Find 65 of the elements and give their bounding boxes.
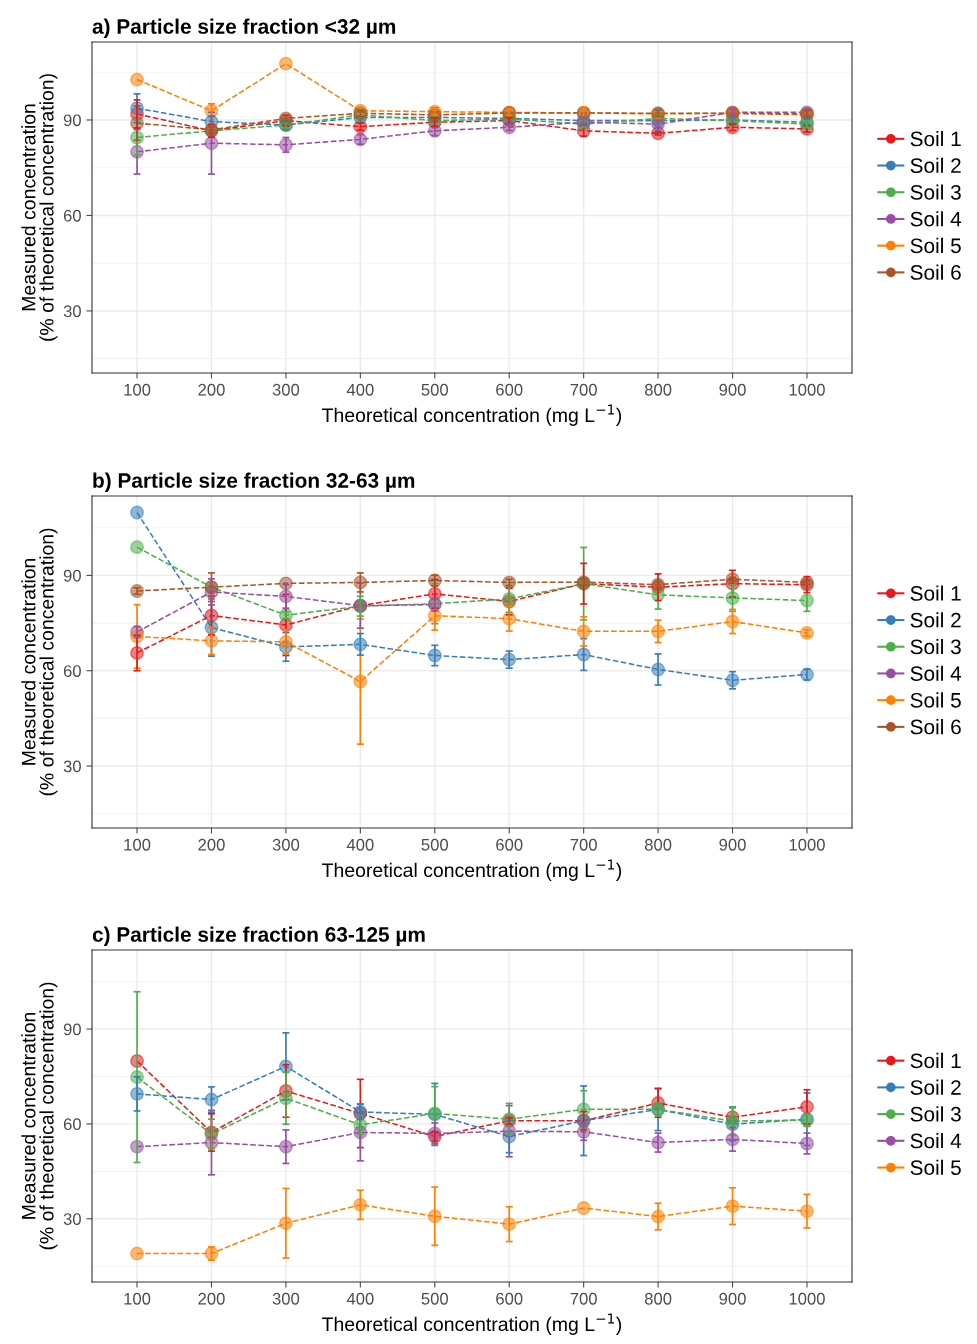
- legend-label: Soil 5: [910, 237, 961, 254]
- y-tick-label: 30: [63, 1213, 81, 1225]
- y-tick-label: 90: [63, 569, 81, 582]
- x-tick-label: 600: [496, 838, 523, 851]
- chart-title: a) Particle size fraction <32 µm: [92, 18, 396, 38]
- legend-label: Soil 2: [910, 1079, 961, 1095]
- legend-label: Soil 4: [910, 211, 962, 227]
- x-tick-label: 700: [570, 838, 597, 851]
- y-tick-label: 90: [63, 1023, 81, 1036]
- legend-label: Soil 5: [910, 692, 961, 708]
- x-tick-label: 500: [421, 838, 449, 851]
- x-tick-label: 500: [421, 1292, 449, 1305]
- x-tick-label: 600: [496, 1292, 523, 1305]
- y-tick-label: 60: [63, 1118, 81, 1131]
- x-tick-label: 400: [346, 383, 374, 396]
- y-tick-label: 30: [63, 305, 81, 318]
- legend-label: Soil 3: [910, 184, 961, 200]
- x-axis-title: Theoretical concentration (mg L$^{−1}$): [322, 1313, 622, 1335]
- x-tick-label: 800: [644, 1292, 672, 1305]
- x-tick-label: 700: [570, 1292, 597, 1305]
- x-tick-label: 300: [272, 1292, 300, 1305]
- y-axis-title: Measured concentration (% of theoretical concentration): [21, 74, 58, 341]
- x-tick-label: 500: [421, 383, 449, 396]
- x-tick-label: 400: [346, 838, 374, 851]
- x-tick-label: 900: [719, 838, 746, 851]
- legend-label: Soil 5: [910, 1159, 961, 1176]
- x-tick-label: 900: [719, 383, 746, 396]
- legend-label: Soil 1: [910, 1052, 961, 1069]
- y-axis-title: Measured concentration (% of theoretical concentration): [21, 982, 58, 1250]
- x-tick-label: 200: [198, 838, 225, 851]
- x-tick-label: 800: [644, 838, 672, 851]
- y-axis-title: Measured concentration (% of theoretical concentration): [21, 528, 58, 796]
- x-tick-label: 800: [644, 383, 672, 396]
- legend-label: Soil 6: [910, 264, 961, 280]
- x-tick-label: 700: [570, 383, 597, 396]
- x-tick-label: 1000: [789, 383, 825, 396]
- x-tick-label: 300: [272, 838, 300, 851]
- chart-title: c) Particle size fraction 63-125 µm: [92, 926, 425, 946]
- x-tick-label: 900: [719, 1292, 746, 1305]
- legend-label: Soil 3: [910, 1106, 961, 1122]
- legend-label: Soil 6: [910, 719, 961, 735]
- x-tick-label: 300: [272, 383, 300, 396]
- legend-label: Soil 1: [910, 585, 961, 601]
- legend-label: Soil 3: [910, 638, 961, 655]
- chart-title: b) Particle size fraction 32-63 µm: [93, 472, 415, 492]
- legend-label: Soil 2: [910, 157, 961, 174]
- y-tick-label: 90: [63, 114, 81, 127]
- y-tick-label: 60: [63, 665, 81, 677]
- x-tick-label: 1000: [789, 1292, 825, 1305]
- x-tick-label: 600: [496, 383, 523, 396]
- x-tick-label: 1000: [789, 838, 825, 851]
- legend-label: Soil 4: [910, 665, 962, 681]
- legend-label: Soil 4: [910, 1133, 962, 1149]
- x-axis-title: Theoretical concentration (mg L$^{−1}$): [322, 404, 622, 426]
- x-tick-label: 100: [124, 383, 151, 396]
- y-tick-label: 60: [63, 209, 81, 222]
- x-tick-label: 100: [124, 838, 151, 851]
- x-tick-label: 200: [198, 1292, 225, 1305]
- y-tick-label: 30: [63, 760, 81, 773]
- x-tick-label: 100: [124, 1292, 151, 1305]
- x-tick-label: 200: [198, 383, 225, 396]
- legend-label: Soil 2: [910, 612, 961, 628]
- x-axis-title: Theoretical concentration (mg L$^{−1}$): [322, 859, 622, 881]
- legend-label: Soil 1: [910, 131, 961, 147]
- x-tick-label: 400: [346, 1292, 374, 1305]
